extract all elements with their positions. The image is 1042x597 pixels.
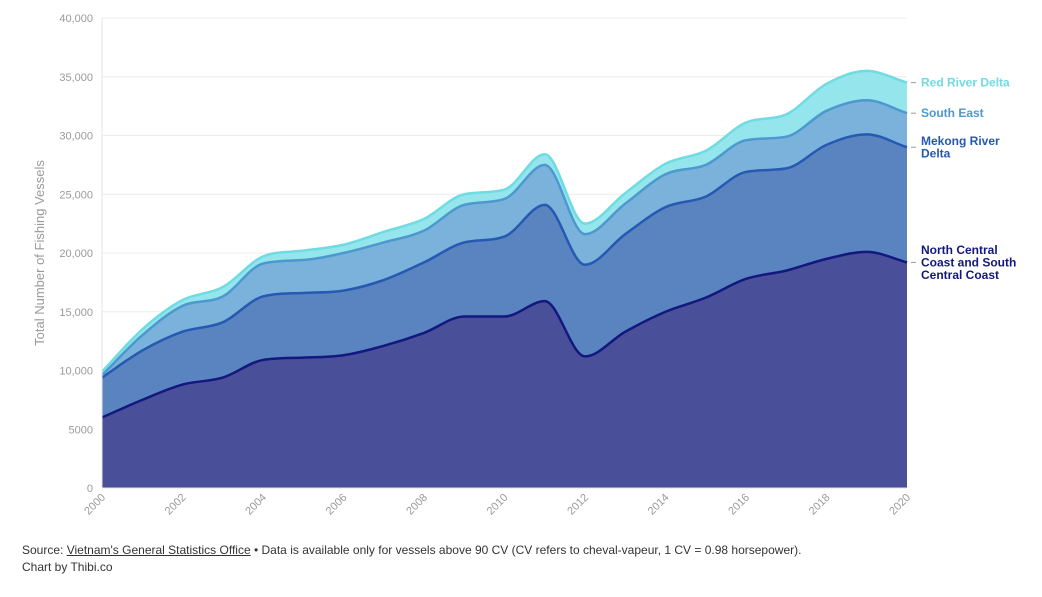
y-tick-label: 40,000 <box>59 13 93 25</box>
source-note: • Data is available only for vessels abo… <box>250 543 802 557</box>
source-prefix: Source: <box>22 543 67 557</box>
y-tick-label: 15,000 <box>59 307 93 319</box>
line-red-river-delta <box>101 69 908 373</box>
x-tick-label: 2002 <box>163 492 189 518</box>
source-line: Source: Vietnam's General Statistics Off… <box>22 542 801 559</box>
series-label: North Central Coast and South Central Coas… <box>921 243 1016 282</box>
line-north-central-coast-and-south-central-coast <box>101 250 908 419</box>
x-tick-label: 2012 <box>565 492 591 518</box>
series-label-line: Delta <box>921 147 951 161</box>
series-label-line: South East <box>921 106 984 120</box>
x-tick-label: 2010 <box>485 492 511 518</box>
y-tick-label: 35,000 <box>59 72 93 84</box>
line-mekong-river-delta <box>101 133 908 379</box>
x-tick-label: 2006 <box>324 492 350 518</box>
x-tick-label: 2014 <box>646 492 672 518</box>
series-label-line: Mekong River <box>921 134 1000 148</box>
x-axis-ticks: 2000 2002 2004 2006 2008 2010 2012 2014 2016 2018… <box>82 492 913 518</box>
y-tick-label: 0 <box>87 483 93 495</box>
series-labels: North Central Coast and South Central Coas… <box>911 76 1016 282</box>
series-label: South East <box>921 106 984 120</box>
x-tick-label: 2018 <box>807 492 833 518</box>
series-label: Red River Delta <box>921 76 1010 90</box>
stacked-area-chart: 0 5000 10,000 15,000 20,000 25,000 30,000 35,00… <box>32 13 1016 518</box>
chart-credit: Chart by Thibi.co <box>22 560 113 574</box>
area-mekong-river-delta <box>102 134 907 418</box>
x-tick-label: 2020 <box>887 492 913 518</box>
series-lines <box>101 69 908 419</box>
y-axis-ticks: 0 5000 10,000 15,000 20,000 25,000 30,000 35,00… <box>59 13 93 495</box>
y-tick-label: 5000 <box>69 424 93 436</box>
source-link[interactable]: Vietnam's General Statistics Office <box>66 543 251 557</box>
x-tick-label: 2000 <box>82 492 108 518</box>
series-label-line: Red River Delta <box>921 76 1010 90</box>
area-red-river-delta <box>102 70 907 376</box>
area-north-central-coast-and-south-central-coast <box>102 251 907 488</box>
series-label-line: Coast and South <box>921 255 1016 269</box>
x-tick-label: 2004 <box>243 492 269 518</box>
series-label-line: North Central <box>921 243 998 257</box>
y-tick-label: 25,000 <box>59 189 93 201</box>
chart-footer: Source: Vietnam's General Statistics Off… <box>22 542 801 576</box>
y-axis-label: Total Number of Fishing Vessels <box>32 160 47 346</box>
area-south-east <box>102 100 907 378</box>
line-south-east <box>101 98 908 377</box>
y-tick-label: 30,000 <box>59 131 93 143</box>
y-tick-label: 10,000 <box>59 366 93 378</box>
y-tick-label: 20,000 <box>59 248 93 260</box>
x-tick-label: 2016 <box>726 492 752 518</box>
series-label: Mekong River Delta <box>921 134 1000 161</box>
area-series <box>102 70 907 488</box>
x-tick-label: 2008 <box>404 492 430 518</box>
series-label-line: Central Coast <box>921 268 999 282</box>
